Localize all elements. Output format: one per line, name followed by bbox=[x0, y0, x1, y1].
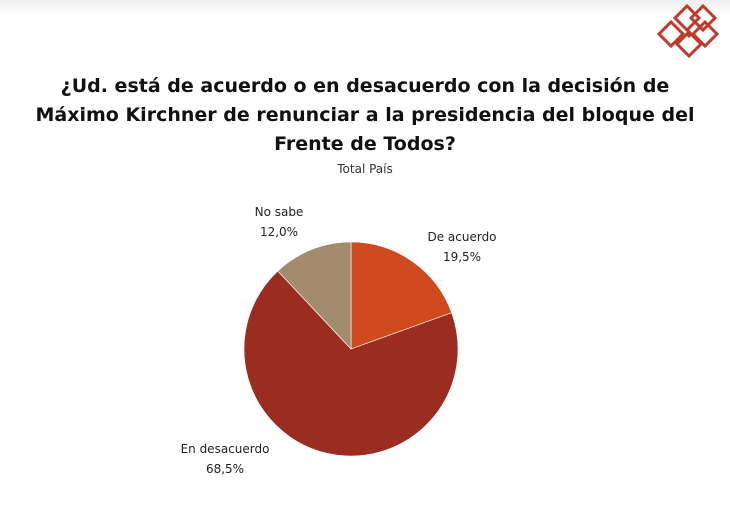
diamond-logo-icon bbox=[656, 4, 720, 59]
chart-subtitle: Total País bbox=[337, 162, 393, 176]
chart-title: ¿Ud. está de acuerdo o en desacuerdo con… bbox=[35, 75, 695, 155]
slice-label: En desacuerdo bbox=[181, 442, 270, 456]
top-band bbox=[0, 0, 730, 14]
pie-slices bbox=[243, 241, 459, 457]
slice-value-label: 12,0% bbox=[260, 225, 298, 239]
slice-label: De acuerdo bbox=[427, 230, 496, 244]
pie-labels: De acuerdo 19,5% En desacuerdo 68,5% No sabe… bbox=[181, 205, 497, 476]
pie-slice-de-acuerdo bbox=[350, 241, 453, 350]
slice-value-label: 19,5% bbox=[443, 250, 481, 264]
pie-slice-en-desacuerdo bbox=[243, 270, 459, 457]
slice-label: No sabe bbox=[255, 205, 304, 219]
pie-slice-no-sabe bbox=[277, 241, 352, 350]
slice-value-label: 68,5% bbox=[206, 462, 244, 476]
